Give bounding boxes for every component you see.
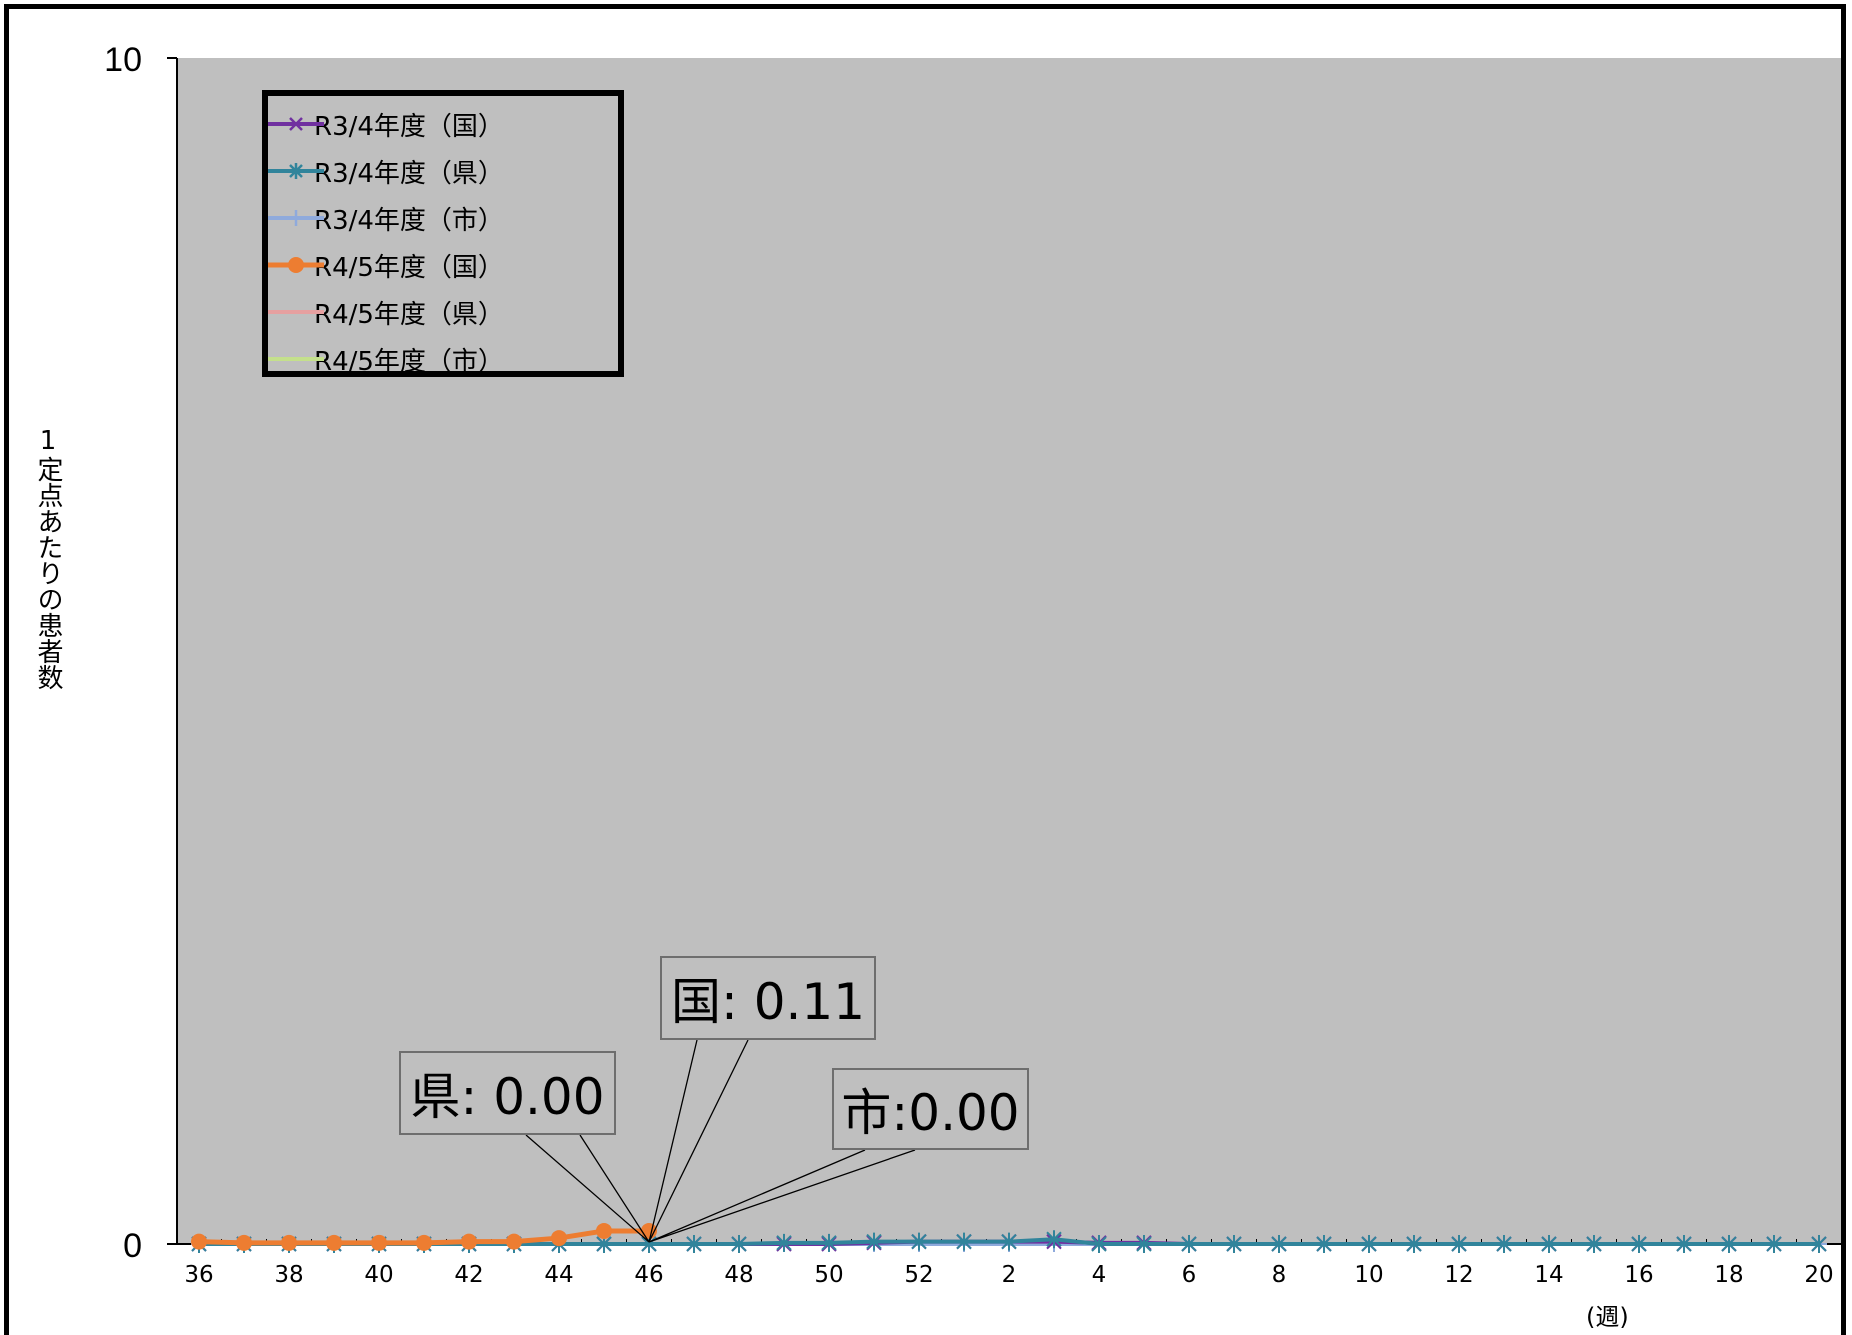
x-marker-icon [268, 117, 324, 131]
x-tick-label: 16 [1624, 1262, 1653, 1288]
x-tick-label: 38 [274, 1262, 303, 1288]
y-tick-label: 10 [104, 41, 142, 79]
data-point [326, 1234, 342, 1251]
legend-item-r3-prefecture: R3/4年度（県） [268, 151, 504, 191]
x-tick-label: 40 [364, 1262, 393, 1288]
callout-prefecture: 県: 0.00 [399, 1051, 616, 1135]
x-axis-unit: (週) [1586, 1303, 1629, 1331]
data-point [461, 1233, 477, 1250]
x-tick-label: 20 [1804, 1262, 1833, 1288]
data-point [1766, 1235, 1782, 1253]
line-swatch-icon [268, 310, 324, 314]
y-axis-label: 1定点あたりの患者数 [33, 426, 63, 690]
x-tick-label: 44 [544, 1262, 573, 1288]
data-point [1136, 1235, 1152, 1253]
data-point [1811, 1235, 1827, 1253]
data-point [596, 1222, 612, 1239]
x-tick-label: 46 [634, 1262, 663, 1288]
data-point [1496, 1235, 1512, 1253]
x-tick-label: 42 [454, 1262, 483, 1288]
legend-item-r3-city: R3/4年度（市） [268, 198, 504, 238]
legend-item-r3-national: R3/4年度（国） [268, 104, 504, 144]
data-point [1451, 1235, 1467, 1253]
data-point [1676, 1235, 1692, 1253]
data-point [1406, 1235, 1422, 1253]
callout-leaders [525, 1039, 916, 1243]
x-tick-label: 12 [1444, 1262, 1473, 1288]
x-tick-label: 6 [1182, 1262, 1197, 1288]
data-point [1586, 1235, 1602, 1253]
data-point [731, 1235, 747, 1253]
data-point [1001, 1232, 1017, 1251]
x-tick-label: 2 [1002, 1262, 1017, 1288]
legend-label: R4/5年度（県） [314, 299, 504, 330]
data-point [371, 1234, 387, 1251]
legend: R3/4年度（国） R3/4年度（県） R3/4年度（市） R4/5年度（国） … [262, 90, 624, 377]
data-point [686, 1235, 702, 1253]
legend-label: R4/5年度（市） [314, 346, 504, 377]
legend-item-r4-prefecture: R4/5年度（県） [268, 292, 504, 332]
circle-marker-icon [268, 257, 324, 273]
callout-national: 国: 0.11 [660, 956, 876, 1040]
data-point [1316, 1235, 1332, 1253]
x-tick-label: 10 [1354, 1262, 1383, 1288]
data-point [281, 1234, 297, 1251]
data-point [1091, 1235, 1107, 1253]
x-tick-label: 14 [1534, 1262, 1563, 1288]
data-point [1226, 1235, 1242, 1253]
data-point [1361, 1235, 1377, 1253]
data-point [1181, 1235, 1197, 1253]
line-swatch-icon [268, 357, 324, 361]
x-tick-label: 8 [1272, 1262, 1287, 1288]
data-point [821, 1233, 837, 1252]
x-tick-label: 36 [184, 1262, 213, 1288]
legend-label: R3/4年度（県） [314, 158, 504, 189]
data-point [551, 1230, 567, 1247]
legend-item-r4-city: R4/5年度（市） [268, 339, 504, 379]
data-point [1271, 1235, 1287, 1253]
series-3 [191, 1222, 657, 1251]
plus-marker-icon [268, 210, 324, 226]
x-tick-label: 48 [724, 1262, 753, 1288]
data-point [1631, 1235, 1647, 1253]
series-layer [191, 1222, 1827, 1253]
data-point [506, 1233, 522, 1250]
x-tick-label: 4 [1092, 1262, 1107, 1288]
callout-city: 市:0.00 [832, 1068, 1029, 1150]
data-point [776, 1233, 792, 1252]
legend-label: R3/4年度（市） [314, 205, 504, 236]
x-tick-label: 50 [814, 1262, 843, 1288]
data-point [1721, 1235, 1737, 1253]
legend-item-r4-national: R4/5年度（国） [268, 245, 504, 285]
y-tick-label: 0 [123, 1227, 142, 1265]
data-point [1541, 1235, 1557, 1253]
data-point [1046, 1230, 1062, 1249]
data-point [236, 1234, 252, 1251]
x-tick-label: 52 [904, 1262, 933, 1288]
x-tick-label: 18 [1714, 1262, 1743, 1288]
legend-label: R3/4年度（国） [314, 111, 504, 142]
data-point [866, 1232, 882, 1251]
callout-leader [648, 1149, 916, 1243]
data-point [956, 1232, 972, 1251]
legend-label: R4/5年度（国） [314, 252, 504, 283]
data-point [416, 1234, 432, 1251]
data-point [191, 1233, 207, 1250]
data-point [911, 1232, 927, 1251]
asterisk-marker-icon [268, 163, 324, 179]
